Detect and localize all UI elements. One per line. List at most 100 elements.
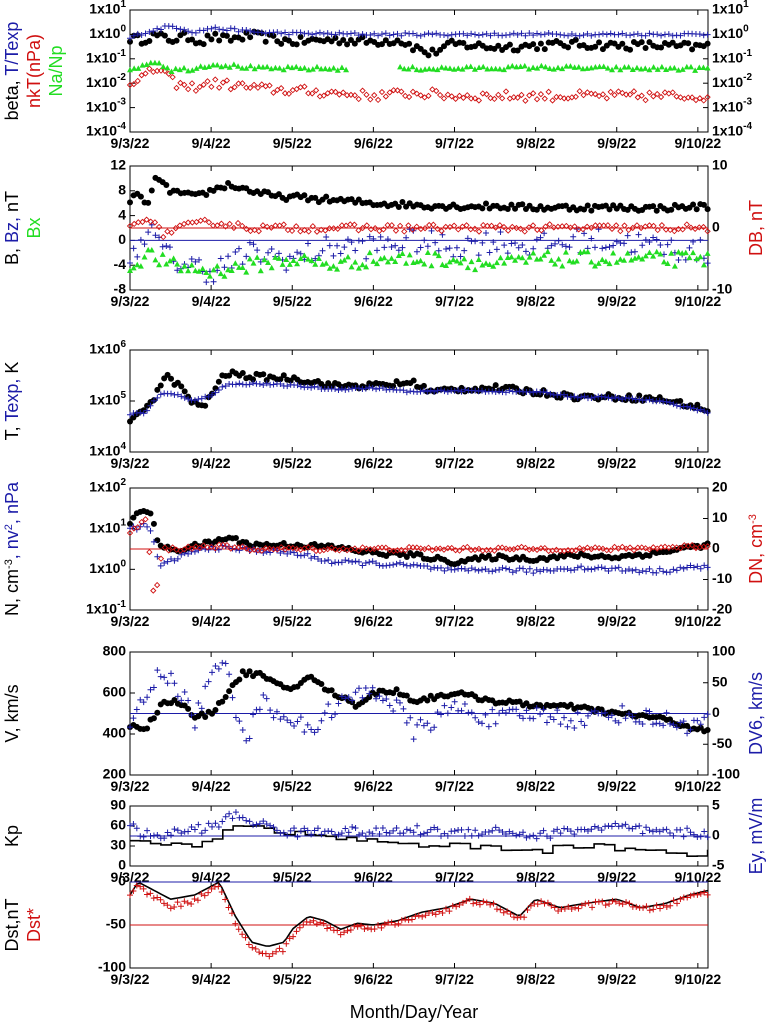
data-point: [456, 547, 463, 554]
data-point: [405, 65, 412, 72]
data-point: [239, 543, 246, 550]
data-point: [400, 705, 407, 712]
data-point: [632, 823, 639, 830]
data-point: [480, 63, 487, 70]
data-point: [401, 228, 408, 235]
series-bx: [127, 246, 711, 279]
data-point: [530, 832, 537, 839]
data-point: [500, 223, 508, 231]
data-point: [200, 41, 207, 48]
data-point: [417, 67, 424, 73]
data-point: [214, 222, 221, 229]
data-point: [555, 256, 562, 262]
data-point: [189, 36, 196, 43]
x-tick-label: 9/3/22: [111, 135, 150, 151]
data-point: [693, 255, 700, 262]
data-point: [154, 894, 161, 901]
data-point: [662, 226, 670, 233]
data-point: [140, 407, 147, 414]
data-point: [575, 905, 582, 912]
data-point: [272, 222, 279, 229]
data-point: [281, 546, 289, 553]
data-point: [650, 93, 657, 100]
x-tick-label: 9/6/22: [354, 293, 393, 309]
data-point: [215, 883, 222, 890]
data-point: [433, 87, 440, 95]
data-point: [364, 925, 371, 932]
data-point: [147, 218, 154, 225]
data-point: [482, 711, 489, 718]
data-point: [342, 386, 349, 393]
data-point: [239, 726, 246, 733]
data-point: [521, 228, 528, 235]
data-point: [687, 404, 694, 411]
data-point: [268, 246, 275, 253]
data-point: [631, 248, 638, 255]
data-point: [429, 31, 436, 38]
data-point: [677, 32, 684, 39]
axis-label-part: DN, cm: [746, 524, 766, 584]
data-point: [561, 714, 568, 721]
data-point: [643, 568, 650, 575]
data-point: [137, 409, 144, 416]
data-point: [142, 30, 149, 37]
data-point: [488, 65, 495, 72]
data-point: [619, 702, 626, 709]
data-point: [393, 824, 400, 831]
data-point: [378, 41, 385, 48]
data-point: [395, 920, 402, 927]
data-point: [571, 64, 578, 70]
data-point: [253, 821, 260, 828]
data-point: [232, 535, 239, 542]
data-point: [347, 221, 354, 228]
data-point: [417, 257, 424, 264]
data-point: [694, 563, 701, 570]
data-point: [195, 700, 202, 707]
data-point: [386, 32, 393, 39]
data-point: [157, 896, 164, 903]
data-point: [161, 835, 168, 842]
data-point: [349, 385, 356, 392]
data-point: [512, 257, 519, 263]
data-point: [417, 32, 424, 39]
data-point: [464, 92, 471, 99]
data-point: [362, 559, 369, 566]
data-point: [168, 229, 175, 236]
tick-label: 1x106: [89, 339, 126, 357]
data-point: [291, 825, 298, 832]
data-point: [638, 39, 645, 46]
data-point: [550, 66, 557, 72]
data-point: [553, 546, 560, 553]
data-point: [602, 258, 609, 264]
data-point: [615, 88, 622, 95]
data-point: [588, 32, 595, 39]
data-point: [398, 917, 405, 924]
data-point: [247, 34, 254, 41]
data-point: [362, 385, 369, 392]
data-point: [414, 721, 421, 728]
data-point: [584, 248, 591, 255]
data-point: [140, 885, 147, 892]
data-point: [370, 235, 377, 242]
data-point: [617, 256, 624, 262]
data-point: [150, 715, 157, 722]
data-point: [465, 826, 472, 833]
data-point: [382, 37, 389, 44]
data-point: [598, 706, 605, 713]
data-point: [225, 266, 232, 273]
data-point: [496, 827, 503, 834]
data-point: [212, 662, 219, 669]
data-point: [515, 244, 522, 251]
tick-label: -10: [712, 570, 732, 586]
data-point: [328, 828, 335, 835]
data-point: [294, 833, 301, 840]
data-point: [687, 829, 694, 836]
data-point: [403, 234, 410, 241]
x-tick-label: 9/9/22: [597, 971, 636, 987]
data-point: [382, 93, 389, 100]
data-point: [571, 566, 578, 573]
data-point: [599, 46, 606, 53]
data-point: [483, 30, 490, 37]
data-point: [497, 906, 504, 913]
data-point: [538, 62, 545, 69]
